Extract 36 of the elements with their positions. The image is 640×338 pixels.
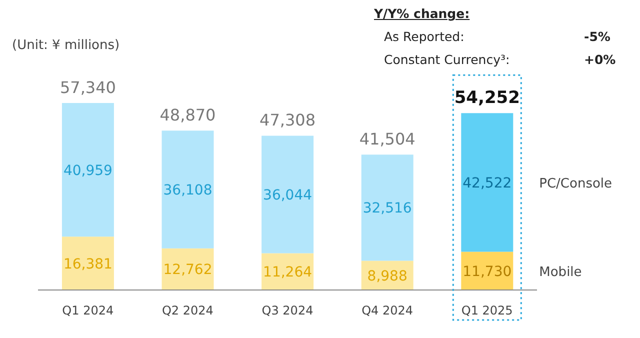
data-label: 16,381: [63, 256, 112, 272]
total-label: 57,340: [60, 78, 116, 97]
text: -5%: [584, 29, 612, 44]
x-tick-label: Q1 2024: [62, 304, 114, 318]
data-label: 42,522: [462, 175, 512, 192]
x-tick-label: Q3 2024: [262, 304, 314, 318]
bar: [62, 236, 114, 290]
bar: [461, 252, 514, 290]
total-label: 41,504: [359, 130, 416, 149]
text: (Unit: ¥ millions): [12, 38, 120, 53]
bar: [262, 136, 314, 254]
series-label: PC/Console: [539, 176, 612, 192]
data-label: 11,264: [263, 264, 312, 281]
x-tick-label: Q1 2025: [461, 304, 513, 318]
bar: [361, 154, 414, 261]
series-label: Mobile: [539, 264, 582, 280]
data-label: 11,730: [462, 264, 512, 280]
data-label: 8,988: [367, 268, 408, 284]
bar: [162, 130, 214, 248]
bar: [162, 248, 214, 290]
bar: [461, 113, 514, 252]
data-label: 12,762: [163, 262, 212, 278]
data-label: 40,959: [63, 162, 112, 179]
text: As Reported:: [384, 29, 464, 44]
data-label: 32,516: [362, 200, 412, 217]
data-label: 36,044: [263, 187, 312, 204]
x-tick-label: Q2 2024: [162, 304, 214, 318]
text: Constant Currency³:: [384, 52, 510, 67]
data-label: 36,108: [163, 182, 212, 198]
total-label: 47,308: [260, 110, 316, 130]
bar: [62, 103, 114, 237]
text: Y/Y% change:: [374, 6, 471, 21]
x-tick-label: Q4 2024: [362, 304, 414, 318]
total-label: 54,252: [454, 88, 520, 108]
text: +0%: [584, 52, 617, 67]
total-label: 48,870: [160, 106, 216, 125]
